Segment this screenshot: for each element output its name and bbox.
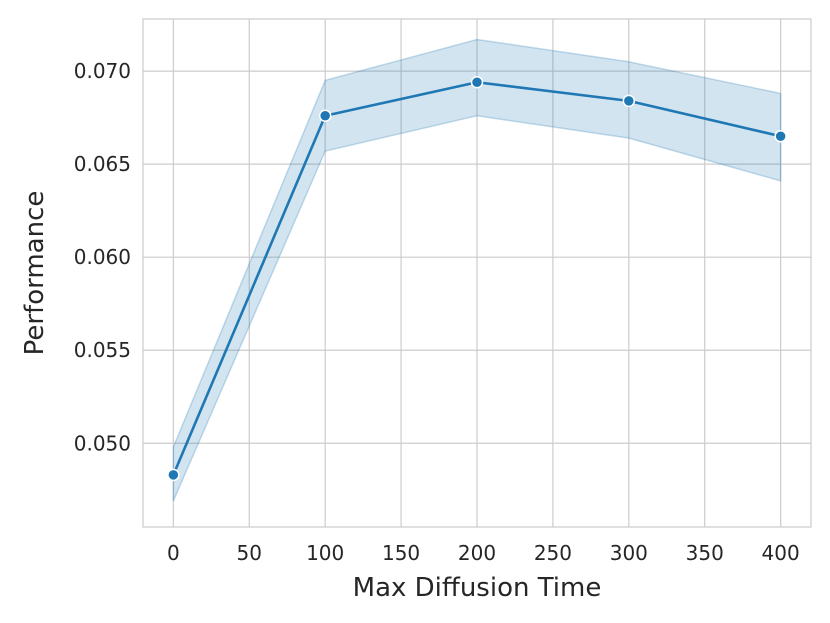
x-tick-label: 0 [167, 541, 180, 565]
x-tick-label: 250 [534, 541, 572, 565]
x-tick-labels: 0 50 100 150 200 250 300 350 400 [167, 541, 800, 565]
horizontal-grid-lines [143, 70, 811, 444]
y-tick-labels: 0.050 0.055 0.060 0.065 0.070 [74, 59, 131, 455]
x-tick-label: 150 [382, 541, 420, 565]
data-point [774, 129, 787, 143]
data-point [470, 76, 484, 89]
x-tick-label: 350 [686, 541, 724, 565]
x-tick-label: 300 [610, 541, 648, 565]
x-axis-title: Max Diffusion Time [353, 573, 602, 603]
y-tick-label: 0.050 [74, 431, 131, 455]
y-tick-label: 0.065 [74, 152, 131, 176]
data-point [318, 109, 332, 123]
plot-frame [142, 18, 812, 528]
y-tick-label: 0.055 [74, 338, 131, 362]
confidence-band [172, 38, 782, 502]
data-point [167, 468, 180, 482]
x-tick-label: 200 [458, 541, 496, 565]
x-tick-label: 100 [306, 541, 344, 565]
vertical-grid-lines [172, 19, 782, 527]
y-tick-label: 0.060 [74, 245, 131, 269]
x-tick-label: 50 [237, 541, 262, 565]
x-tick-label: 400 [762, 541, 800, 565]
data-points-group [167, 76, 787, 482]
y-axis-title: Performance [20, 191, 50, 356]
y-tick-label: 0.070 [74, 59, 131, 83]
data-point [622, 94, 636, 108]
confidence-band-group [172, 38, 782, 502]
